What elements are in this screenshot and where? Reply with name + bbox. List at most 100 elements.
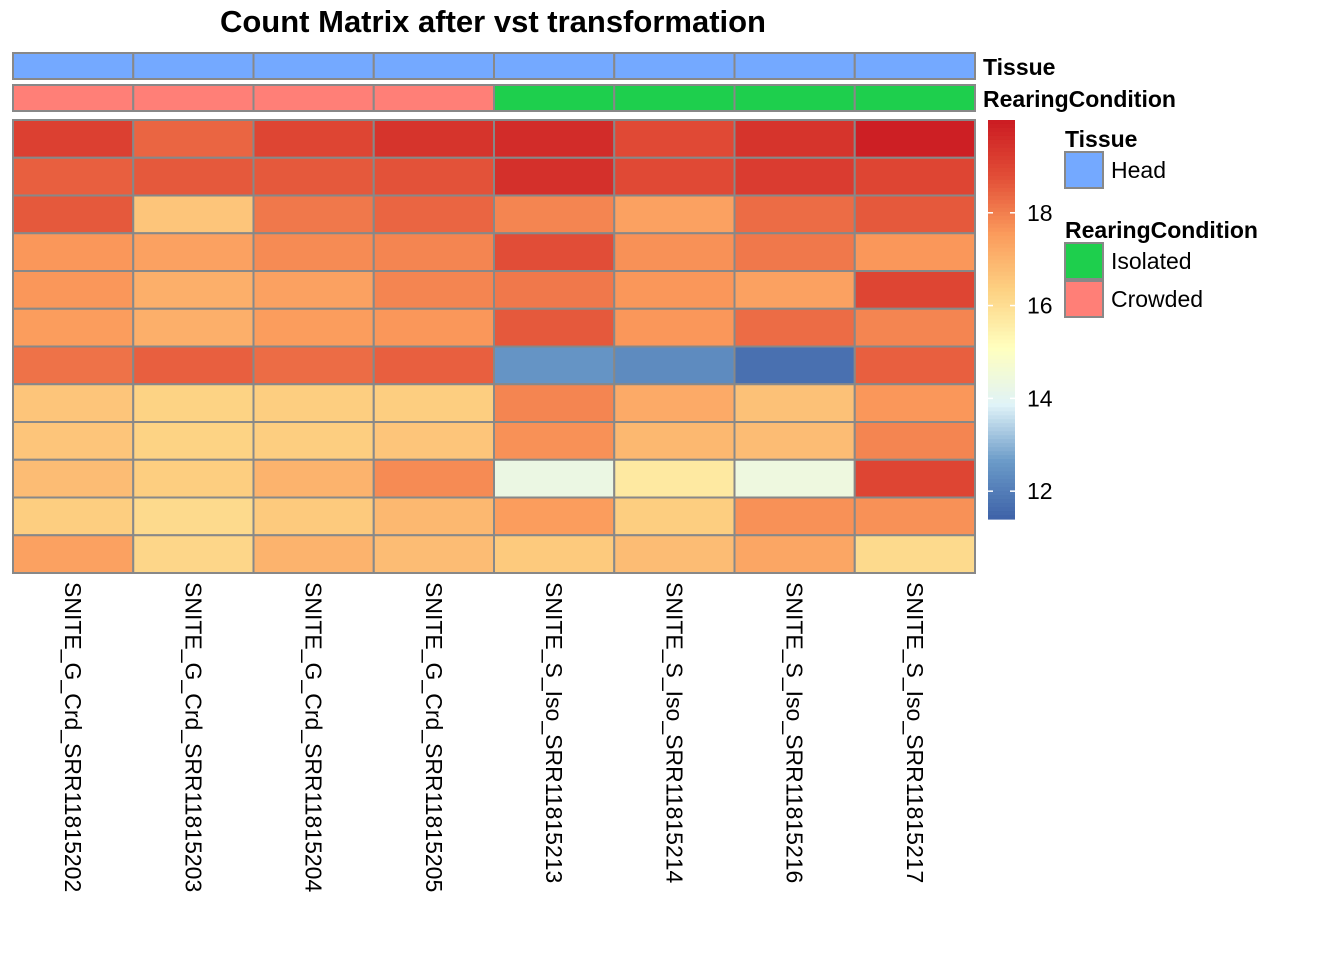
color-scale-strip bbox=[988, 335, 1015, 341]
color-scale-strip bbox=[988, 415, 1015, 420]
color-scale-strip bbox=[988, 267, 1015, 273]
color-scale-strip bbox=[988, 159, 1015, 165]
color-scale-strip bbox=[988, 375, 1015, 380]
color-scale-strip bbox=[988, 355, 1015, 360]
annotation-legend: Tissue Head RearingCondition Isolated Crowde… bbox=[1064, 126, 1258, 318]
column-label: SNITE_S_Iso_SRR11815217 bbox=[902, 582, 928, 883]
annotation-cell bbox=[493, 84, 616, 112]
heatmap-cell bbox=[12, 156, 135, 197]
color-scale-tick-label: 18 bbox=[1027, 200, 1053, 226]
annotation-cell bbox=[853, 84, 976, 112]
heatmap-cell bbox=[733, 270, 856, 310]
heatmap-cell bbox=[733, 345, 856, 386]
heatmap-cell bbox=[252, 232, 375, 272]
heatmap-cell bbox=[613, 383, 736, 423]
color-scale-strip bbox=[988, 515, 1015, 520]
heatmap-cell bbox=[132, 307, 255, 348]
heatmap-cell bbox=[493, 421, 616, 461]
color-scale-strip bbox=[988, 427, 1015, 432]
color-scale-strip bbox=[988, 315, 1015, 321]
heatmap-cell bbox=[733, 496, 856, 537]
color-scale-strip bbox=[988, 231, 1015, 237]
heatmap-cell bbox=[613, 194, 736, 235]
color-scale-strip bbox=[988, 463, 1015, 468]
color-scale-strip bbox=[988, 303, 1015, 309]
color-scale-strip bbox=[988, 271, 1015, 277]
heatmap-cell bbox=[12, 496, 135, 537]
color-scale-strip bbox=[988, 371, 1015, 376]
color-scale-strip bbox=[988, 467, 1015, 472]
heatmap-cell bbox=[372, 383, 495, 423]
heatmap-cell bbox=[132, 194, 255, 235]
annotation-cell bbox=[12, 84, 135, 112]
color-scale-strip bbox=[988, 211, 1015, 217]
color-scale-strip bbox=[988, 319, 1015, 325]
heatmap-cell bbox=[252, 307, 375, 348]
color-scale-tick-label: 12 bbox=[1027, 478, 1053, 504]
heatmap-cell bbox=[493, 458, 616, 499]
color-scale-strip bbox=[988, 343, 1015, 349]
color-scale-strip bbox=[988, 431, 1015, 436]
color-scale-strip bbox=[988, 219, 1015, 225]
heatmap-cell bbox=[493, 307, 616, 348]
color-scale-strip bbox=[988, 147, 1015, 153]
color-scale-strip bbox=[988, 379, 1015, 384]
color-scale-strip bbox=[988, 123, 1015, 129]
heatmap-cell bbox=[493, 194, 616, 235]
annotation-label: Tissue bbox=[983, 54, 1055, 80]
color-scale-strip bbox=[988, 479, 1015, 484]
color-scale-strip bbox=[988, 451, 1015, 456]
color-scale-strip bbox=[988, 199, 1015, 205]
heatmap-cell bbox=[733, 119, 856, 159]
legend-label: Head bbox=[1111, 157, 1166, 183]
heatmap-cell bbox=[132, 496, 255, 537]
color-scale-strip bbox=[988, 243, 1015, 249]
heatmap-cell bbox=[853, 421, 976, 461]
color-scale-strip bbox=[988, 311, 1015, 317]
color-scale-strip bbox=[988, 139, 1015, 145]
color-scale-strip bbox=[988, 411, 1015, 416]
heatmap-cell bbox=[733, 156, 856, 197]
column-labels: SNITE_G_Crd_SRR11815202 SNITE_G_Crd_SRR11… bbox=[60, 582, 928, 892]
color-scale-strip bbox=[988, 187, 1015, 193]
color-scale-strip bbox=[988, 395, 1015, 400]
column-label: SNITE_S_Iso_SRR11815214 bbox=[661, 582, 687, 884]
heatmap-cell bbox=[12, 194, 135, 235]
color-scale-strip bbox=[988, 127, 1015, 133]
color-scale-strip bbox=[988, 259, 1015, 265]
heatmap-cell bbox=[733, 458, 856, 499]
legend-swatch bbox=[1064, 151, 1104, 189]
heatmap-cell bbox=[252, 534, 375, 574]
annotation-cell bbox=[733, 52, 856, 80]
color-scale-strip bbox=[988, 283, 1015, 289]
color-scale-strip bbox=[988, 351, 1015, 357]
heatmap-cell bbox=[372, 496, 495, 537]
annotation-cell bbox=[132, 52, 255, 80]
heatmap-cell bbox=[372, 194, 495, 235]
heatmap-cell bbox=[132, 383, 255, 423]
color-scale-strip bbox=[988, 155, 1015, 161]
heatmap-cell bbox=[613, 119, 736, 159]
legend-title: Tissue bbox=[1065, 126, 1137, 152]
color-scale-strip bbox=[988, 235, 1015, 241]
color-scale-tick-label: 14 bbox=[1027, 385, 1053, 411]
color-scale-strip bbox=[988, 195, 1015, 201]
color-scale-strip bbox=[988, 215, 1015, 221]
color-scale-strip bbox=[988, 483, 1015, 488]
color-scale-strip bbox=[988, 507, 1015, 512]
annotation-cell bbox=[613, 84, 736, 112]
heatmap-cell bbox=[252, 496, 375, 537]
color-scale-strip bbox=[988, 295, 1015, 301]
heatmap-cell bbox=[132, 458, 255, 499]
color-scale-strip bbox=[988, 227, 1015, 233]
annotation-cell bbox=[12, 52, 135, 80]
heatmap-cell bbox=[252, 421, 375, 461]
legend-label: Crowded bbox=[1111, 286, 1203, 312]
heatmap-cell bbox=[372, 345, 495, 386]
annotation-cell bbox=[132, 84, 255, 112]
heatmap-cell bbox=[853, 534, 976, 574]
annotation-cell bbox=[252, 84, 375, 112]
heatmap-cell bbox=[12, 421, 135, 461]
heatmap-cell bbox=[853, 270, 976, 310]
legend-label: Isolated bbox=[1111, 248, 1192, 274]
